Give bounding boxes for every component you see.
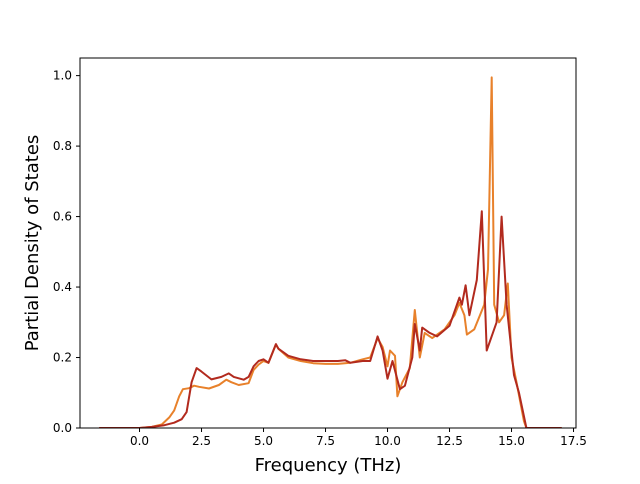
x-axis-label: Frequency (THz) — [255, 455, 402, 476]
plot-frame — [79, 57, 577, 429]
x-tick-label: 0.0 — [130, 434, 149, 448]
y-tick-label: 0.4 — [53, 280, 72, 294]
x-tick-label: 2.5 — [192, 434, 211, 448]
y-tick-label: 0.2 — [53, 351, 72, 365]
y-tick-label: 0.0 — [53, 421, 72, 435]
x-tick-label: 17.5 — [560, 434, 587, 448]
series-layer — [98, 76, 563, 428]
tick-layer: 0.0 2.5 5.0 7.5 10.0 12.5 15.0 17.5 0.0 0.2 0.4 0.6… — [53, 69, 587, 448]
y-tick-label: 1.0 — [53, 69, 72, 83]
x-tick-label: 5.0 — [254, 434, 273, 448]
x-tick-label: 15.0 — [498, 434, 525, 448]
y-axis-label: Partial Density of States — [22, 135, 43, 352]
x-tick-label: 10.0 — [374, 434, 401, 448]
x-tick-label: 12.5 — [436, 434, 463, 448]
y-tick-label: 0.8 — [53, 139, 72, 153]
y-tick-label: 0.6 — [53, 210, 72, 224]
x-tick-label: 7.5 — [316, 434, 335, 448]
pdos-series-line-2 — [98, 210, 563, 428]
pdos-series-line-1 — [98, 76, 563, 428]
